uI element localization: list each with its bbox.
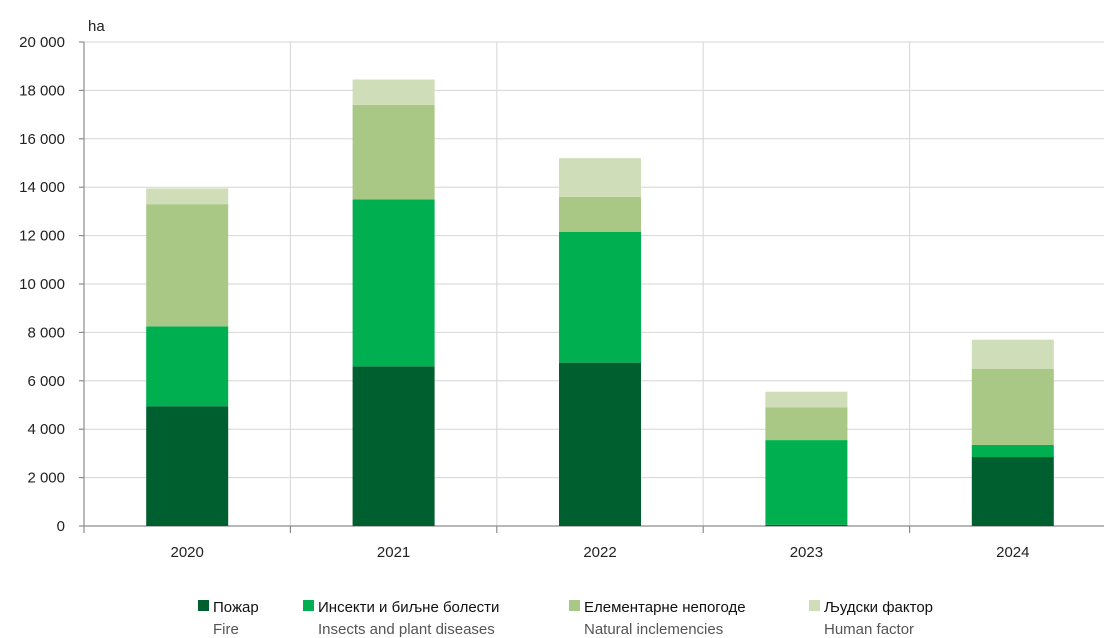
bar-segment [971, 444, 1054, 458]
y-tick-label: 0 [57, 518, 65, 535]
legend-swatch [809, 600, 820, 611]
y-tick-label: 2 000 [27, 470, 65, 487]
y-tick-label: 20 000 [19, 34, 65, 51]
bar-segment [352, 199, 435, 367]
bar-segment [146, 406, 229, 526]
bar-segment [146, 204, 229, 327]
bar-segment [971, 457, 1054, 526]
legend-item: Пожар Fire [198, 599, 259, 638]
legend-swatch [303, 600, 314, 611]
bar-segment [765, 524, 848, 526]
legend-label: Инсекти и биљне болести [318, 599, 499, 616]
bar-segment [559, 362, 641, 526]
bar-segment [765, 440, 848, 525]
bar-segment [146, 326, 229, 407]
legend-item: Инсекти и биљне болести Insects and plant… [303, 599, 499, 638]
bar-segment [971, 368, 1054, 445]
axes: 0 2 000 4 000 6 000 8 000 10 000 12 000 14 000 1… [19, 34, 1104, 561]
legend-swatch [569, 600, 580, 611]
legend-label: Елементарне непогоде [584, 599, 746, 616]
legend-item: Људски фактор Human factor [809, 599, 933, 638]
legend-label: Пожар [213, 599, 259, 616]
x-tick-label: 2024 [996, 544, 1029, 561]
bar-segment [146, 188, 229, 205]
bar-segment [352, 79, 435, 105]
y-tick-label: 14 000 [19, 179, 65, 196]
legend-item: Елементарне непогоде Natural inclemencies [569, 599, 746, 638]
bar-segment [352, 366, 435, 526]
bar-segment [559, 231, 641, 363]
legend-swatch [198, 600, 209, 611]
x-tick-label: 2023 [790, 544, 823, 561]
legend: Пожар Fire Инсекти и биљне болести Insects … [198, 599, 933, 638]
bar-segment [765, 407, 848, 441]
y-axis-unit: ha [88, 18, 105, 35]
legend-sublabel: Human factor [824, 621, 914, 638]
bar-segment [559, 158, 641, 197]
bar-segment [352, 104, 435, 200]
x-tick-label: 2020 [171, 544, 204, 561]
y-tick-label: 10 000 [19, 276, 65, 293]
legend-sublabel: Natural inclemencies [584, 621, 723, 638]
y-tick-label: 6 000 [27, 373, 65, 390]
y-tick-label: 8 000 [27, 324, 65, 341]
y-tick-label: 4 000 [27, 421, 65, 438]
bar-segment [971, 339, 1054, 369]
legend-sublabel: Fire [213, 621, 239, 638]
y-tick-label: 16 000 [19, 131, 65, 148]
bars-layer [146, 79, 1054, 526]
bar-segment [765, 391, 848, 408]
y-tick-label: 18 000 [19, 82, 65, 99]
bar-segment [559, 196, 641, 232]
x-tick-label: 2022 [583, 544, 616, 561]
legend-sublabel: Insects and plant diseases [318, 621, 495, 638]
x-tick-label: 2021 [377, 544, 410, 561]
legend-label: Људски фактор [824, 599, 933, 616]
y-tick-label: 12 000 [19, 228, 65, 245]
